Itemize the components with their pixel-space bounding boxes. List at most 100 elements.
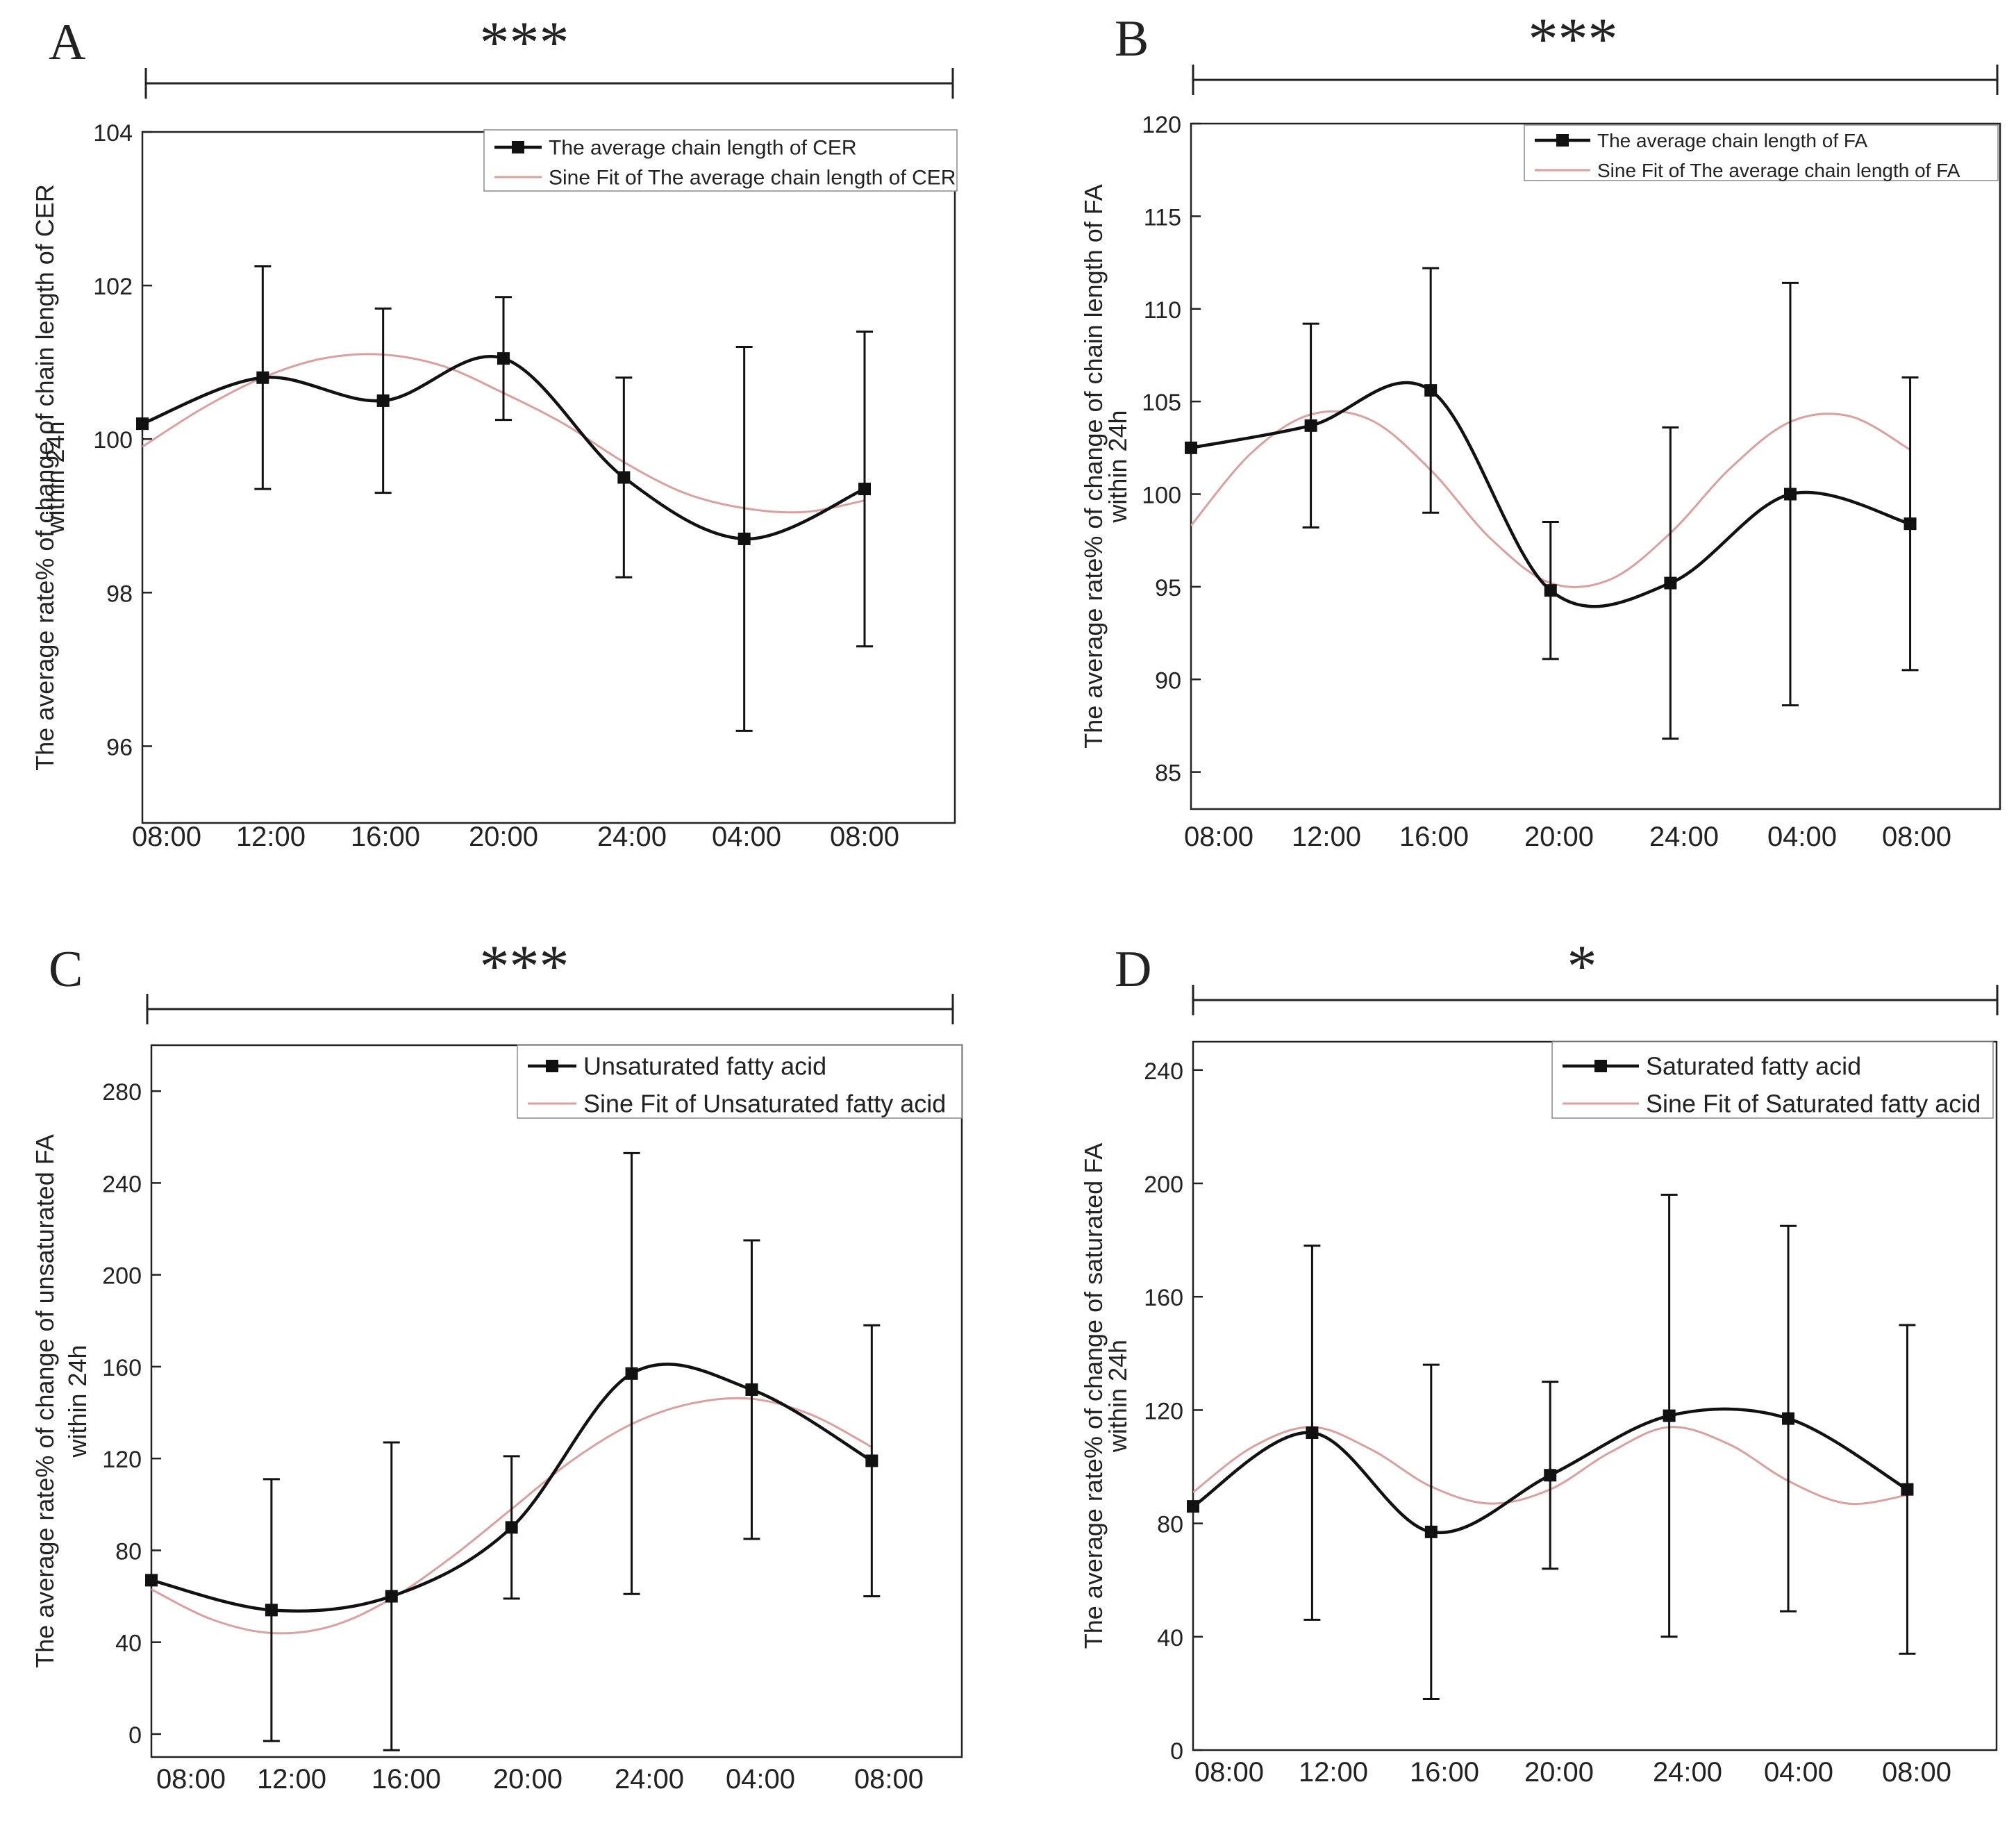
data-point [1544,1469,1557,1482]
data-point [738,532,751,545]
panel-letter: B [1115,10,1149,67]
x-tick-label: 24:00 [1653,1757,1722,1788]
y-tick-label: 200 [102,1263,142,1290]
x-tick-label: 08:00 [1184,822,1253,852]
plot-frame [141,131,956,824]
data-point [625,1367,638,1380]
data-point [745,1383,758,1396]
y-tick-label: 120 [1142,112,1181,138]
y-tick-label: 280 [102,1079,142,1106]
legend-data-marker [546,1060,558,1072]
x-tick-label: 16:00 [1399,822,1469,852]
y-tick-label: 80 [115,1538,142,1565]
y-axis-label-line2: within 24h [1103,1340,1132,1453]
panel-b: B *** 85 90 95 100 105 110 115 120 08:00 12:00 16:00… [1079,6,2001,852]
y-axis-label-line2: within 24h [1103,410,1132,523]
legend-data-marker [1556,134,1569,147]
panel-a: A *** 96 98 100 102 104 08:00 12:00 16:00 20:00 24:… [31,9,958,852]
legend-box [483,129,958,192]
y-tick-label: 98 [106,581,133,607]
legend-fit-label: Sine Fit of The average chain length of … [549,167,956,190]
y-tick-label: 40 [1157,1625,1183,1651]
panel-letter: D [1115,941,1151,998]
data-point [1664,576,1677,590]
data-point [1903,517,1917,531]
x-tick-label: 20:00 [469,822,538,852]
x-tick-label: 12:00 [257,1764,326,1795]
y-axis-label-line2: within 24h [63,1345,92,1458]
data-point [256,371,269,384]
data-point [505,1521,518,1534]
plot-frame [1192,1040,1998,1751]
x-tick-label: 04:00 [712,822,781,852]
significance-stars: *** [480,933,569,999]
y-tick-label: 160 [102,1355,142,1381]
y-tick-label: 100 [1142,483,1181,509]
legend-data-label: Unsaturated fatty acid [583,1052,826,1081]
y-tick-label: 95 [1155,575,1181,601]
data-point [1663,1409,1676,1422]
data-point [145,1574,158,1587]
data-point [1306,1426,1319,1440]
y-axis-label: The average rate% of change of chain len… [1079,184,1108,749]
x-tick-label: 24:00 [615,1764,684,1795]
x-tick-label: 20:00 [1524,1757,1594,1788]
significance-stars: * [1567,933,1597,999]
x-tick-label: 08:00 [1882,822,1951,852]
significance-stars: *** [1528,6,1618,72]
x-tick-label: 12:00 [1292,822,1361,852]
y-tick-label: 200 [1144,1172,1183,1198]
data-point [1187,1500,1199,1513]
legend-box [1551,1041,1994,1119]
plot-frame [1190,122,2001,810]
x-tick-label: 08:00 [854,1764,924,1795]
data-point [265,1604,278,1617]
y-axis-label: The average rate% of change of saturated… [1079,1143,1108,1649]
legend-data-marker [512,141,524,153]
panel-letter: A [49,14,85,71]
y-tick-label: 0 [1170,1738,1183,1765]
y-axis-label: The average rate% of change of unsaturat… [31,1134,59,1668]
legend-box [1524,124,1999,181]
significance-stars: *** [480,9,569,76]
y-tick-label: 90 [1155,667,1181,694]
y-tick-label: 240 [102,1171,142,1197]
data-point [136,417,149,431]
data-point [858,483,871,496]
y-tick-label: 102 [93,274,133,300]
x-tick-label: 20:00 [1524,822,1594,852]
y-tick-label: 96 [106,734,133,760]
data-point [1185,441,1197,454]
data-point [1782,1412,1795,1425]
x-tick-label: 08:00 [830,822,899,852]
y-axis-label: The average rate% of change of chain len… [31,184,59,771]
x-tick-label: 04:00 [726,1764,795,1795]
data-point [1424,384,1438,397]
x-tick-label: 12:00 [1299,1757,1368,1788]
data-point [1901,1483,1914,1496]
y-tick-label: 0 [128,1722,142,1749]
y-tick-label: 120 [102,1447,142,1473]
data-point [376,394,390,407]
legend-fit-label: Sine Fit of Saturated fatty acid [1646,1090,1981,1118]
x-tick-label: 04:00 [1767,822,1837,852]
y-axis-label-line2: within 24h [41,421,69,534]
x-tick-label: 16:00 [351,822,420,852]
data-point [385,1590,398,1603]
y-tick-label: 115 [1144,204,1181,231]
x-tick-label: 20:00 [493,1764,563,1795]
y-tick-label: 104 [93,120,133,147]
y-tick-label: 240 [1144,1058,1183,1085]
x-tick-label: 08:00 [132,822,201,852]
x-tick-label: 08:00 [1882,1757,1951,1788]
y-tick-label: 80 [1157,1512,1183,1538]
panel-d: D * 0 40 80 120 160 200 240 08:00 12:00 16:00 20:00 2… [1079,933,1999,1788]
x-tick-label: 24:00 [1649,822,1719,852]
y-tick-label: 100 [93,427,133,453]
x-tick-label: 16:00 [1410,1757,1479,1788]
y-tick-label: 160 [1144,1285,1183,1311]
plot-frame [150,1044,963,1758]
data-point [1783,488,1797,501]
panel-c: C *** 0 40 80 120 160 200 240 280 08:00 12:00 16:00 2… [31,933,963,1795]
